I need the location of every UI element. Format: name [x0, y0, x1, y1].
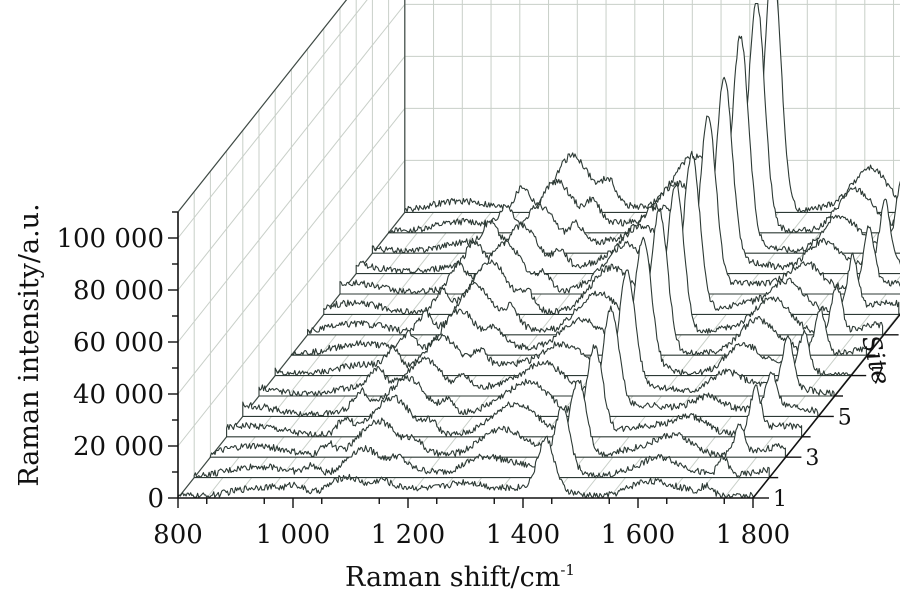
x-axis-title-text: Raman shift/cm	[345, 562, 560, 593]
box-edge	[177, 0, 348, 213]
spectrum-site-3	[209, 379, 786, 458]
spectrum-site-8	[290, 207, 867, 356]
x-tick-label: 1 600	[601, 520, 675, 550]
spectrum-site-9	[307, 184, 884, 336]
spectrum-site-2	[193, 406, 770, 479]
axes-group: 800 1 000 1 200 1 400 1 600 1 800 0 20 000 40 00…	[56, 211, 900, 550]
spectrum-site-11	[339, 115, 900, 295]
x-tick-label: 1 800	[716, 520, 790, 550]
y-tick-label: 0	[147, 484, 164, 514]
site-axis-line	[752, 313, 900, 499]
x-axis-title-superscript: -1	[560, 561, 575, 579]
x-tick-label: 1 000	[256, 520, 330, 550]
y-tick-label: 100 000	[56, 224, 164, 254]
spectrum-site-1	[177, 435, 754, 499]
site-tick-label: 3	[805, 446, 819, 471]
x-tick-label: 1 200	[371, 520, 445, 550]
y-tick-label: 80 000	[73, 276, 164, 306]
spectrum-site-4	[226, 344, 803, 438]
x-tick-label: 1 400	[486, 520, 560, 550]
spectrum-site-10	[323, 150, 900, 315]
y-tick-label: 20 000	[73, 432, 164, 462]
spectrum-site-13	[371, 35, 900, 254]
spectra-group	[177, 0, 900, 499]
y-tick-label: 60 000	[73, 328, 164, 358]
y-tick-label: 40 000	[73, 380, 164, 410]
x-axis-title: Raman shift/cm-1	[345, 561, 575, 593]
spectrum-site-15	[404, 0, 900, 213]
x-tick-label: 800	[153, 520, 203, 550]
z-axis-title: Site	[856, 332, 896, 388]
site-tick-label: 1	[773, 487, 787, 512]
site-tick-label: 7	[870, 365, 884, 390]
spectrum-site-14	[388, 2, 900, 234]
site-tick-label: 5	[838, 405, 852, 430]
y-axis-title: Raman intensity/a.u.	[14, 203, 45, 486]
spectrum-site-12	[355, 76, 900, 275]
